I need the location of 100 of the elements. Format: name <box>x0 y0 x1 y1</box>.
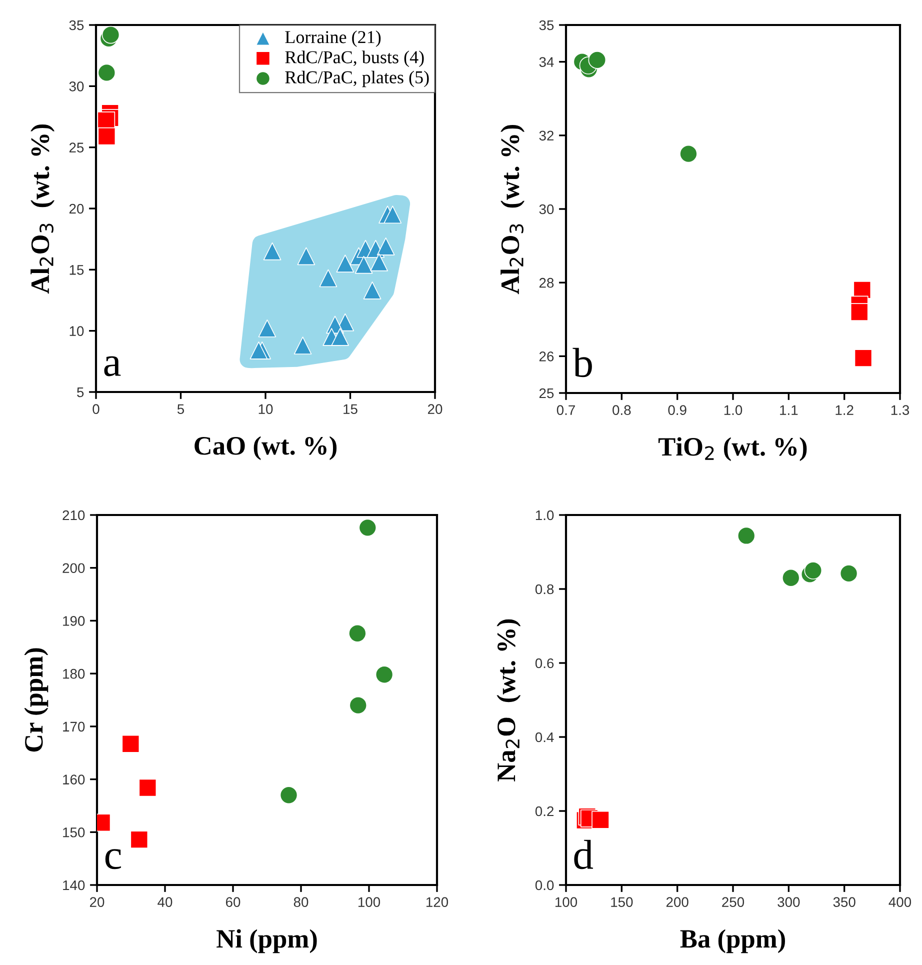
point <box>840 564 858 582</box>
x-axis-title: TiO$_{2}$ (wt. %) <box>658 437 807 462</box>
point <box>363 282 382 300</box>
point <box>250 341 268 360</box>
x-axis-title: CaO (wt. %) <box>194 436 337 460</box>
x-tick-label: 100 <box>555 897 578 908</box>
y-tick-label: 200 <box>62 563 85 574</box>
point <box>850 303 868 321</box>
y-tick-label: 0.0 <box>535 880 554 890</box>
annotation: c <box>105 849 122 870</box>
point <box>376 238 395 256</box>
y-tick-label: 170 <box>63 722 85 732</box>
y-tick-label: 150 <box>63 827 85 838</box>
y-tick-label: 190 <box>63 616 85 626</box>
point <box>737 526 756 545</box>
x-tick-label: 250 <box>722 897 744 908</box>
x-tick-label: 0 <box>92 404 100 414</box>
y-tick-label: 25 <box>69 142 84 153</box>
x-tick-label: 400 <box>888 897 912 908</box>
point <box>319 269 338 288</box>
x-tick-label: 40 <box>158 897 172 908</box>
point <box>854 349 872 367</box>
x-axis-title: Ba (ppm) <box>680 929 785 954</box>
x-tick-label: 20 <box>428 404 442 414</box>
y-tick-label: 32 <box>539 130 554 141</box>
x-tick-label: 1.3 <box>891 405 910 416</box>
legend-label: Lorraine (21) <box>285 30 381 47</box>
x-tick-label: 200 <box>666 897 688 908</box>
point <box>258 319 276 338</box>
point <box>294 336 312 354</box>
y-tick-label: 35 <box>539 20 554 30</box>
y-tick-label: 0.2 <box>535 806 554 816</box>
point <box>297 247 316 266</box>
y-tick-label: 0.8 <box>535 584 554 594</box>
point <box>384 206 402 224</box>
point <box>354 256 373 274</box>
point <box>280 786 298 804</box>
y-axis-title: Al$_{2}$O$_{3}$ (wt. %) <box>500 124 525 294</box>
point <box>592 810 610 829</box>
y-tick-label: 140 <box>63 880 85 890</box>
legend-label: RdC/PaC, busts (4) <box>285 50 424 67</box>
point <box>588 51 606 69</box>
x-tick-label: 0.8 <box>612 405 631 416</box>
point <box>263 242 282 260</box>
y-axis-title: Na$_{2}$O (wt. %) <box>496 619 521 782</box>
point <box>375 666 394 684</box>
y-tick-label: 210 <box>62 510 85 520</box>
point <box>804 562 822 580</box>
point <box>122 734 140 753</box>
x-tick-label: 1.2 <box>836 405 854 415</box>
annotation: a <box>104 356 121 376</box>
y-tick-label: 28 <box>539 278 554 288</box>
x-axis-title: Ni (ppm) <box>216 929 317 954</box>
point <box>138 778 157 797</box>
y-tick-label: 1.0 <box>536 510 554 520</box>
y-tick-label: 35 <box>69 20 84 30</box>
x-tick-label: 1.0 <box>724 405 742 416</box>
x-tick-label: 15 <box>344 404 358 414</box>
y-tick-label: 30 <box>539 204 554 214</box>
y-tick-label: 30 <box>69 82 84 92</box>
y-axis-title: Al$_{2}$O$_{3}$ (wt. %) <box>30 124 55 294</box>
x-tick-label: 0.7 <box>556 405 575 416</box>
y-tick-label: 160 <box>63 774 85 784</box>
x-tick-label: 80 <box>294 897 308 908</box>
x-tick-label: 10 <box>258 404 273 414</box>
x-tick-label: 100 <box>358 897 380 908</box>
point <box>97 111 116 130</box>
point <box>358 518 377 537</box>
point <box>331 328 350 346</box>
point <box>349 696 368 714</box>
x-tick-label: 120 <box>426 897 448 908</box>
point <box>98 64 116 82</box>
y-tick-label: 15 <box>70 265 84 275</box>
x-tick-label: 150 <box>611 897 633 908</box>
point <box>782 568 800 587</box>
legend-label: RdC/PaC, plates (5) <box>285 70 429 88</box>
point <box>98 127 116 146</box>
x-tick-label: 300 <box>778 897 800 908</box>
annotation: b <box>572 348 592 378</box>
y-axis-title: Cr (ppm) <box>24 648 48 752</box>
y-tick-label: 180 <box>63 668 85 679</box>
y-tick-label: 26 <box>539 352 554 362</box>
point <box>680 144 698 163</box>
x-tick-label: 5 <box>177 404 184 414</box>
point <box>336 254 354 272</box>
x-tick-label: 20 <box>90 897 104 908</box>
x-tick-label: 60 <box>226 897 240 908</box>
y-tick-label: 34 <box>539 57 554 67</box>
point <box>102 26 120 44</box>
point <box>130 830 148 848</box>
x-tick-label: 350 <box>833 897 856 908</box>
y-tick-label: 0.4 <box>535 732 554 742</box>
point <box>348 624 366 642</box>
y-tick-label: 20 <box>69 204 84 214</box>
y-tick-label: 10 <box>70 326 84 336</box>
y-tick-label: 5 <box>77 387 84 398</box>
x-tick-label: 0.9 <box>668 405 686 416</box>
x-tick-label: 1.1 <box>780 405 798 415</box>
y-tick-label: 0.6 <box>535 658 554 668</box>
point <box>370 253 388 272</box>
